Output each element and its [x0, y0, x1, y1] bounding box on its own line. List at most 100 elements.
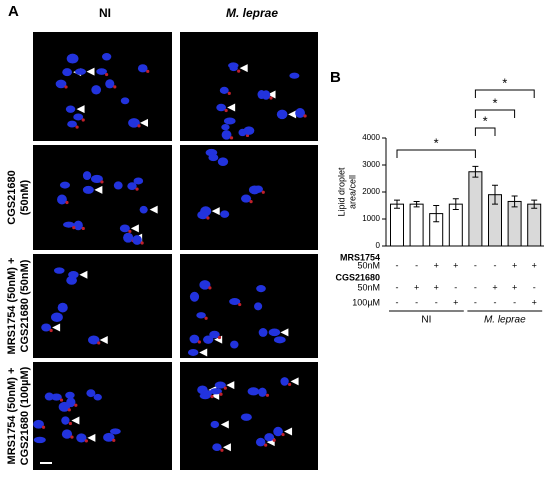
arrowhead [239, 64, 248, 73]
nucleus [127, 182, 137, 190]
arrowhead [227, 103, 236, 112]
nucleus [264, 433, 275, 442]
error-bar [413, 200, 420, 208]
row-label: MRS1754 (50nM) + [6, 258, 18, 355]
micrograph [180, 254, 318, 358]
y-axis-label: Lipid droplet [336, 167, 346, 217]
nucleus [189, 291, 200, 302]
y-axis-label: area/cell [347, 175, 357, 209]
nucleus [243, 126, 255, 135]
nucleus [33, 419, 44, 429]
lipid-droplet [229, 136, 234, 140]
arrowhead [87, 433, 96, 442]
nucleus [58, 401, 70, 412]
nucleus [66, 53, 79, 64]
lipid-droplet [197, 340, 201, 344]
arrowhead [226, 381, 235, 390]
bar [527, 203, 542, 247]
nucleus [102, 53, 112, 61]
arrowhead [76, 105, 85, 114]
y-tick-label: 2000 [362, 187, 380, 196]
lipid-droplet [146, 69, 150, 73]
treatment-sign: - [396, 282, 399, 292]
lipid-droplet [238, 302, 242, 307]
treatment-sign: + [434, 282, 439, 292]
lipid-droplet [140, 241, 144, 245]
treatment-label: 50nM [357, 260, 380, 270]
lipid-droplet [224, 108, 228, 113]
treatment-sign: - [494, 297, 497, 307]
bar [390, 203, 404, 247]
arrowhead [290, 377, 299, 386]
nucleus [133, 177, 144, 185]
y-tick-label: 3000 [362, 160, 380, 169]
nucleus [240, 413, 252, 421]
y-tick-label: 4000 [362, 133, 380, 142]
nucleus [210, 388, 222, 395]
nucleus [219, 86, 229, 94]
nucleus [82, 171, 92, 181]
error-bar [394, 199, 400, 209]
nucleus [196, 312, 206, 319]
arrowhead [79, 270, 88, 279]
lipid-droplet [227, 91, 231, 95]
nucleus [268, 328, 281, 337]
treatment-sign: - [474, 297, 477, 307]
treatment-sign: - [415, 260, 418, 270]
significance: * [502, 75, 507, 90]
nucleus [55, 79, 67, 89]
nucleus [223, 117, 236, 125]
nucleus [214, 381, 226, 389]
treatment-sign: - [474, 260, 477, 270]
lipid-droplet [249, 200, 253, 204]
nucleus [66, 275, 77, 285]
nucleus [220, 210, 230, 218]
treatment-sign: + [453, 260, 458, 270]
nucleus [221, 124, 230, 131]
lipid-droplet [68, 421, 73, 426]
nucleus [255, 437, 266, 447]
significance: * [434, 135, 439, 150]
row-label: CGS21680 (100µM) [19, 366, 31, 465]
treatment-sign: - [474, 282, 477, 292]
nucleus [258, 328, 268, 337]
treatment-sign: - [494, 260, 497, 270]
nucleus [86, 389, 96, 398]
arrowhead [86, 67, 95, 76]
nucleus [229, 298, 241, 306]
bar [468, 171, 483, 247]
significance: * [483, 113, 488, 128]
nucleus [258, 387, 267, 397]
nucleus [221, 130, 232, 140]
nucleus [261, 90, 271, 100]
nucleus [256, 285, 266, 293]
arrowhead [52, 323, 61, 332]
lipid-droplet [97, 341, 101, 345]
treatment-sign: - [396, 260, 399, 270]
bracket [474, 109, 516, 118]
nucleus [105, 79, 115, 89]
arrowhead [199, 348, 208, 357]
bracket [474, 89, 535, 98]
lipid-droplet [204, 316, 208, 320]
nucleus [247, 387, 260, 396]
lipid-droplet [41, 425, 46, 429]
lipid-droplet [219, 392, 223, 396]
treatment-sign: - [435, 297, 438, 307]
lipid-droplet [287, 382, 292, 387]
nucleus [280, 377, 289, 386]
group-label: NI [421, 315, 431, 326]
nucleus [61, 429, 73, 439]
lipid-droplet [269, 96, 273, 100]
arrowhead [99, 335, 108, 344]
micrograph [33, 362, 172, 470]
error-bar [511, 195, 518, 208]
nucleus [228, 62, 239, 69]
y-tick-label: 1000 [362, 214, 380, 223]
arrowhead [280, 328, 289, 337]
lipid-droplet [70, 435, 74, 439]
nucleus [51, 312, 63, 322]
nucleus [212, 443, 222, 452]
nucleus [44, 392, 54, 401]
nucleus [208, 153, 219, 162]
